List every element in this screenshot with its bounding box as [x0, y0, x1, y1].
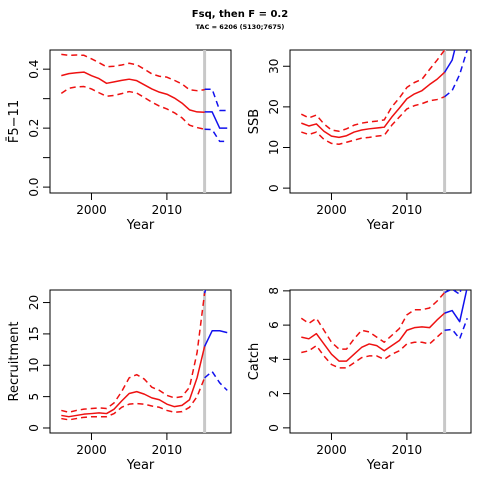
- y-tick-label: 2: [267, 390, 281, 398]
- y-tick-label: 0: [267, 424, 281, 432]
- x-tick-label: 2010: [392, 443, 423, 457]
- historic-median-line: [61, 71, 205, 113]
- panel-recruitment: 2000 2010 0 5 10 15 20 Year Recruitment: [7, 289, 232, 473]
- projection-upper-line: [204, 88, 228, 112]
- y-tick-label: 0: [27, 424, 41, 432]
- historic-upper-line: [300, 292, 446, 350]
- panel-catch: 2000 2010 0 2 4 6 8 Year Catch: [247, 287, 472, 473]
- x-tick-label: 2010: [152, 443, 183, 457]
- y-tick-label: 0: [267, 184, 281, 192]
- projection-median-line: [443, 50, 456, 73]
- y-tick-label: 4: [267, 356, 281, 364]
- panel-ssb: 2000 2010 0 10 20 30 Year SSB: [247, 49, 472, 233]
- plot-frame: [49, 49, 232, 194]
- historic-median-line: [301, 71, 446, 139]
- y-tick-label: 0.4: [27, 60, 41, 79]
- y-tick-label: 10: [27, 358, 41, 373]
- y-axis-title: SSB: [247, 109, 262, 134]
- figure-subtitle: TAC = 6206 (5130;7675): [195, 23, 285, 31]
- historic-lower-line: [60, 85, 205, 131]
- panel-fbar: 2000 2010 0.0 0.2 0.4 Year F̄5−11: [7, 49, 232, 233]
- y-tick-label: 8: [267, 287, 281, 295]
- projection-median-line: [444, 290, 468, 323]
- projection-median-line: [203, 330, 228, 347]
- y-axis-title: Catch: [247, 343, 262, 381]
- projection-lower-line: [444, 318, 468, 340]
- projection-upper-line: [203, 290, 207, 294]
- historic-upper-line: [61, 293, 206, 414]
- y-axis-title: F̄5−11: [7, 100, 22, 143]
- y-tick-label: 6: [267, 321, 281, 329]
- y-tick-label: 5: [27, 393, 41, 401]
- plot-frame: [289, 49, 472, 194]
- projection-upper-line: [444, 290, 462, 296]
- x-tick-label: 2000: [76, 203, 107, 217]
- historic-lower-line: [301, 329, 446, 369]
- y-tick-label: 0.0: [27, 178, 41, 197]
- plot-area: [61, 290, 228, 433]
- historic-upper-line: [300, 50, 446, 132]
- x-tick-label: 2010: [392, 203, 423, 217]
- plot-frame: [289, 289, 472, 434]
- x-axis-title: Year: [366, 218, 395, 233]
- y-axis-title: Recruitment: [7, 322, 22, 402]
- plot-area: [300, 50, 468, 193]
- projection-lower-line: [444, 50, 468, 98]
- historic-median-line: [301, 312, 446, 362]
- y-tick-label: 0.2: [27, 119, 41, 138]
- y-tick-label: 15: [27, 326, 41, 341]
- y-tick-label: 20: [27, 295, 41, 310]
- historic-lower-line: [61, 377, 206, 421]
- historic-upper-line: [61, 53, 205, 92]
- historic-median-line: [61, 346, 206, 418]
- y-tick-label: 10: [267, 140, 281, 155]
- projection-upper-line: [444, 50, 446, 51]
- y-tick-label: 30: [267, 59, 281, 74]
- plot-frame: [49, 289, 232, 434]
- x-axis-title: Year: [126, 218, 155, 233]
- x-tick-label: 2000: [76, 443, 107, 457]
- projection-lower-line: [204, 370, 228, 391]
- x-tick-label: 2000: [316, 203, 347, 217]
- projection-median-line: [204, 111, 228, 129]
- x-axis-title: Year: [366, 458, 395, 473]
- x-axis-title: Year: [126, 458, 155, 473]
- y-tick-label: 20: [267, 99, 281, 114]
- plot-area: [60, 50, 228, 193]
- projection-lower-line: [204, 128, 228, 143]
- plot-area: [300, 290, 468, 433]
- x-tick-label: 2010: [152, 203, 183, 217]
- historic-lower-line: [301, 96, 445, 145]
- figure-title: Fsq, then F = 0.2: [191, 9, 289, 20]
- x-tick-label: 2000: [316, 443, 347, 457]
